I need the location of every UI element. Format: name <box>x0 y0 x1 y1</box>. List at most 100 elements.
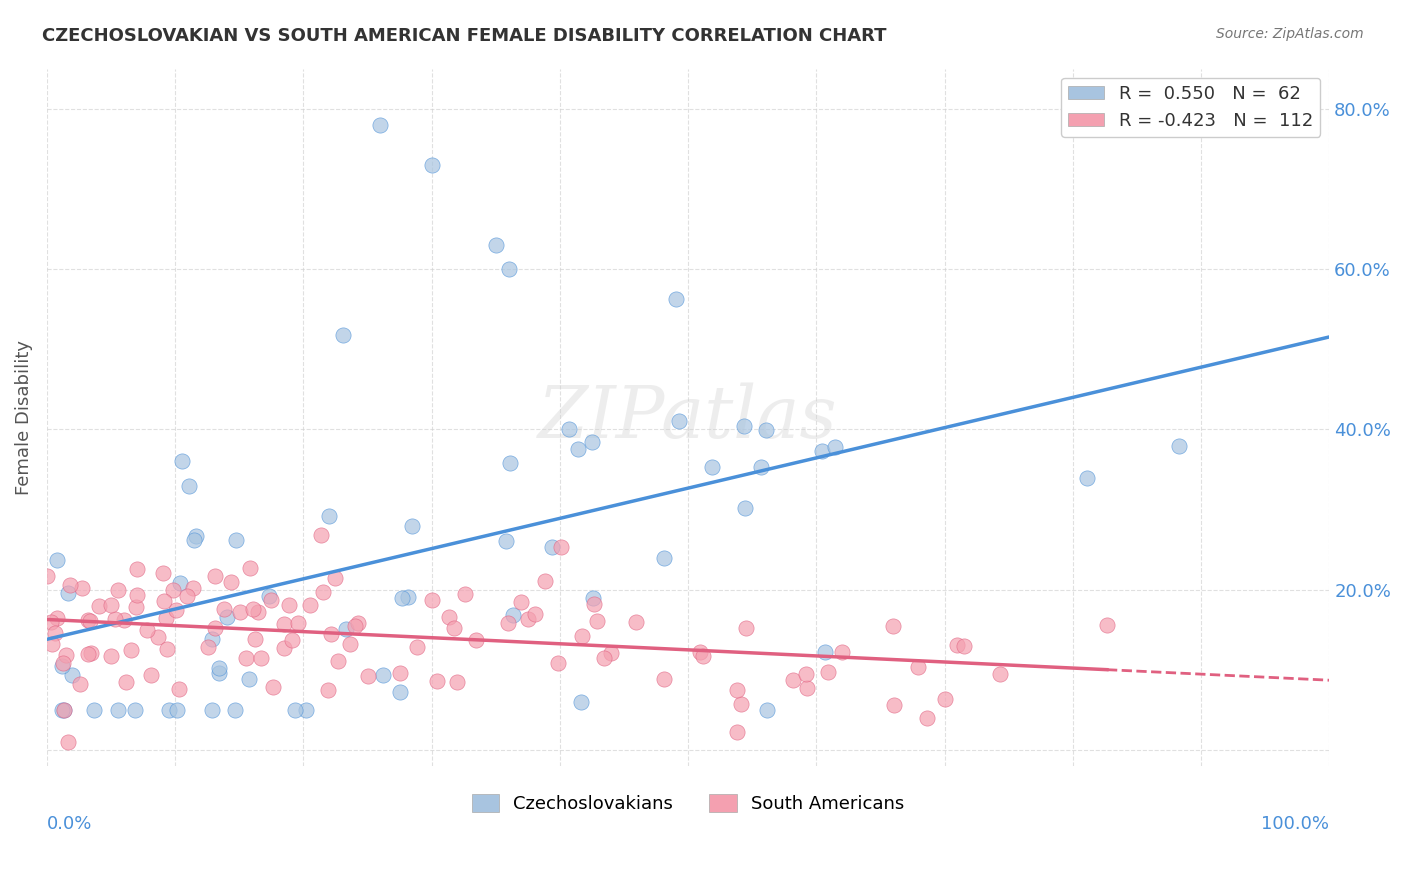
Point <box>80 646 103 660</box>
Point <box>883 698 905 713</box>
Point <box>332 328 354 343</box>
Point <box>60 668 83 682</box>
Point <box>782 673 804 688</box>
Point <box>323 571 346 585</box>
Point <box>224 703 246 717</box>
Point <box>335 622 357 636</box>
Point <box>181 581 204 595</box>
Point <box>56 735 79 749</box>
Point <box>201 632 224 646</box>
Point <box>988 667 1011 681</box>
Point <box>502 607 524 622</box>
Point <box>58 585 80 599</box>
Point <box>124 703 146 717</box>
Point <box>734 501 756 516</box>
Point <box>77 613 100 627</box>
Point <box>152 566 174 580</box>
Point <box>217 610 239 624</box>
Point <box>582 591 605 605</box>
Point <box>107 582 129 597</box>
Point <box>204 621 226 635</box>
Point <box>39 615 62 630</box>
Point <box>389 684 412 698</box>
Text: ZIPatlas: ZIPatlas <box>538 382 838 452</box>
Point <box>357 669 380 683</box>
Point <box>77 647 100 661</box>
Point <box>391 591 413 605</box>
Point <box>197 640 219 655</box>
Point <box>284 703 307 717</box>
Point <box>934 692 956 706</box>
Point <box>281 633 304 648</box>
Point <box>567 442 589 456</box>
Point <box>176 589 198 603</box>
Point <box>212 601 235 615</box>
Point <box>1168 439 1191 453</box>
Point <box>725 682 748 697</box>
Text: 100.0%: 100.0% <box>1261 815 1329 833</box>
Point <box>702 460 724 475</box>
Point <box>183 533 205 547</box>
Point <box>749 459 772 474</box>
Point <box>814 645 837 659</box>
Point <box>794 666 817 681</box>
Y-axis label: Female Disability: Female Disability <box>15 340 32 495</box>
Point <box>824 441 846 455</box>
Point <box>811 444 834 458</box>
Point <box>734 622 756 636</box>
Point <box>952 640 974 654</box>
Point <box>162 582 184 597</box>
Point <box>831 645 853 659</box>
Point <box>262 680 284 694</box>
Point <box>83 703 105 717</box>
Point <box>177 479 200 493</box>
Text: 0.0%: 0.0% <box>46 815 93 833</box>
Point <box>51 658 73 673</box>
Point <box>257 589 280 603</box>
Point <box>755 423 778 437</box>
Point <box>730 697 752 711</box>
Point <box>69 677 91 691</box>
Point <box>725 725 748 739</box>
Point <box>398 590 420 604</box>
Point <box>249 650 271 665</box>
Point <box>112 613 135 627</box>
Point <box>343 618 366 632</box>
Text: CZECHOSLOVAKIAN VS SOUTH AMERICAN FEMALE DISABILITY CORRELATION CHART: CZECHOSLOVAKIAN VS SOUTH AMERICAN FEMALE… <box>42 27 887 45</box>
Point <box>169 575 191 590</box>
Point <box>915 711 938 725</box>
Point <box>100 599 122 613</box>
Point <box>165 603 187 617</box>
Point <box>692 648 714 663</box>
Point <box>496 616 519 631</box>
Point <box>87 599 110 613</box>
Point <box>316 683 339 698</box>
Point <box>817 665 839 679</box>
Point <box>907 659 929 673</box>
Point <box>426 674 449 689</box>
Point <box>204 569 226 583</box>
Point <box>156 641 179 656</box>
Point <box>208 665 231 680</box>
Point <box>498 262 520 277</box>
Point <box>100 648 122 663</box>
Point <box>321 627 343 641</box>
Point <box>259 592 281 607</box>
Point <box>146 630 169 644</box>
Point <box>652 551 675 566</box>
Point <box>401 518 423 533</box>
Point <box>239 561 262 575</box>
Point <box>139 668 162 682</box>
Point <box>159 703 181 717</box>
Point <box>115 675 138 690</box>
Point <box>200 703 222 717</box>
Point <box>311 527 333 541</box>
Point <box>51 703 73 717</box>
Point <box>465 633 488 648</box>
Point <box>586 614 609 628</box>
Point <box>287 616 309 631</box>
Point <box>219 575 242 590</box>
Point <box>45 611 67 625</box>
Point <box>1095 618 1118 632</box>
Point <box>569 695 592 709</box>
